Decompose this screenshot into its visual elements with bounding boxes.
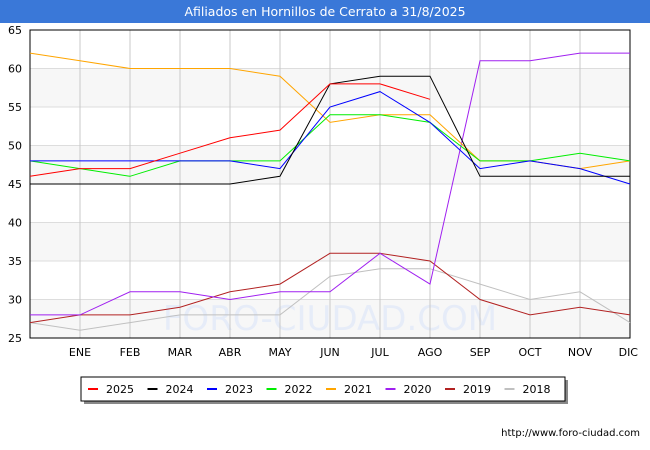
series-line-2025: [29, 83, 431, 177]
x-tick-label: DIC: [619, 346, 639, 359]
x-tick-label: MAY: [269, 346, 292, 359]
legend-label: 2022: [285, 383, 313, 396]
y-tick-label: 65: [8, 24, 22, 37]
x-tick-label: ABR: [219, 346, 242, 359]
x-tick-label: JUN: [319, 346, 340, 359]
series-line-2023: [30, 91, 631, 185]
y-tick-label: 30: [8, 294, 22, 307]
legend-label: 2019: [463, 383, 491, 396]
legend-label: 2025: [106, 383, 134, 396]
legend-box: [80, 376, 566, 402]
x-tick-label: FEB: [120, 346, 141, 359]
x-tick-label: NOV: [568, 346, 593, 359]
x-tick-label: SEP: [470, 346, 491, 359]
x-tick-label: MAR: [168, 346, 193, 359]
x-tick-label: AGO: [418, 346, 443, 359]
y-tick-label: 45: [8, 178, 22, 191]
series-line-2020: [30, 52, 630, 316]
series-line-2019: [29, 252, 631, 324]
chart-title: Afiliados en Hornillos de Cerrato a 31/8…: [0, 0, 650, 23]
legend-label: 2024: [166, 383, 194, 396]
y-tick-label: 25: [8, 332, 22, 345]
legend-label: 2020: [404, 383, 432, 396]
legend-label: 2023: [225, 383, 253, 396]
y-tick-label: 55: [8, 101, 22, 114]
y-tick-label: 50: [8, 140, 22, 153]
y-tick-label: 60: [8, 63, 22, 76]
legend-label: 2018: [523, 383, 551, 396]
legend-label: 2021: [344, 383, 372, 396]
x-tick-label: ENE: [69, 346, 91, 359]
source-url[interactable]: http://www.foro-ciudad.com: [501, 428, 640, 439]
series-line-2018: [29, 268, 631, 331]
x-tick-label: JUL: [370, 346, 389, 359]
y-tick-label: 35: [8, 255, 22, 268]
x-tick-label: OCT: [518, 346, 541, 359]
y-tick-label: 40: [8, 217, 22, 230]
